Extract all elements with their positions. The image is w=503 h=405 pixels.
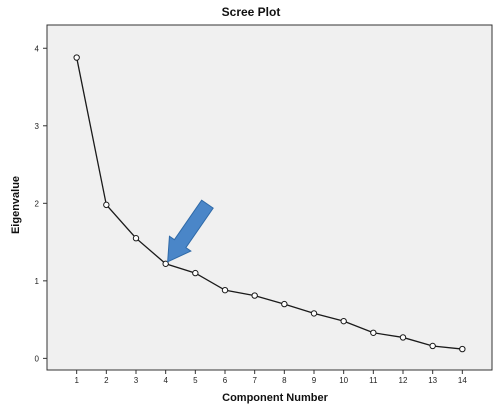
data-point: [192, 269, 199, 277]
data-point: [340, 317, 347, 325]
x-tick-label: 6: [223, 376, 228, 385]
x-tick-label: 11: [369, 376, 378, 385]
data-point: [429, 342, 436, 350]
y-tick-label: 4: [35, 44, 40, 53]
x-tick-label: 4: [163, 376, 168, 385]
x-tick-label: 3: [134, 376, 139, 385]
series-line: [76, 57, 463, 350]
data-point: [221, 286, 229, 294]
y-tick-label: 2: [35, 199, 40, 208]
data-point: [132, 235, 140, 242]
annotation-arrow: [167, 199, 214, 263]
x-tick-label: 8: [282, 376, 287, 385]
data-point: [73, 54, 80, 61]
x-tick-label: 1: [74, 376, 79, 385]
data-point: [310, 310, 318, 317]
data-point: [103, 201, 110, 209]
x-tick-label: 10: [339, 376, 348, 385]
data-point: [399, 334, 407, 341]
x-tick-label: 5: [193, 376, 198, 385]
y-tick-label: 3: [35, 122, 40, 131]
x-tick-label: 2: [104, 376, 109, 385]
chart-title: Scree Plot: [222, 5, 281, 19]
data-point: [251, 292, 258, 299]
data-point: [281, 300, 288, 308]
x-tick-label: 9: [312, 376, 317, 385]
y-tick-label: 0: [35, 354, 40, 363]
x-tick-label: 7: [252, 376, 257, 385]
x-tick-label: 13: [428, 376, 437, 385]
plot-area: [46, 24, 493, 371]
data-point: [162, 260, 169, 267]
y-axis-title: Eigenvalue: [10, 176, 22, 234]
data-point: [370, 329, 377, 336]
data-point: [459, 345, 466, 353]
x-axis-title: Component Number: [222, 392, 328, 404]
x-tick-label: 14: [458, 376, 467, 385]
x-tick-label: 12: [399, 376, 408, 385]
y-tick-label: 1: [35, 277, 40, 286]
